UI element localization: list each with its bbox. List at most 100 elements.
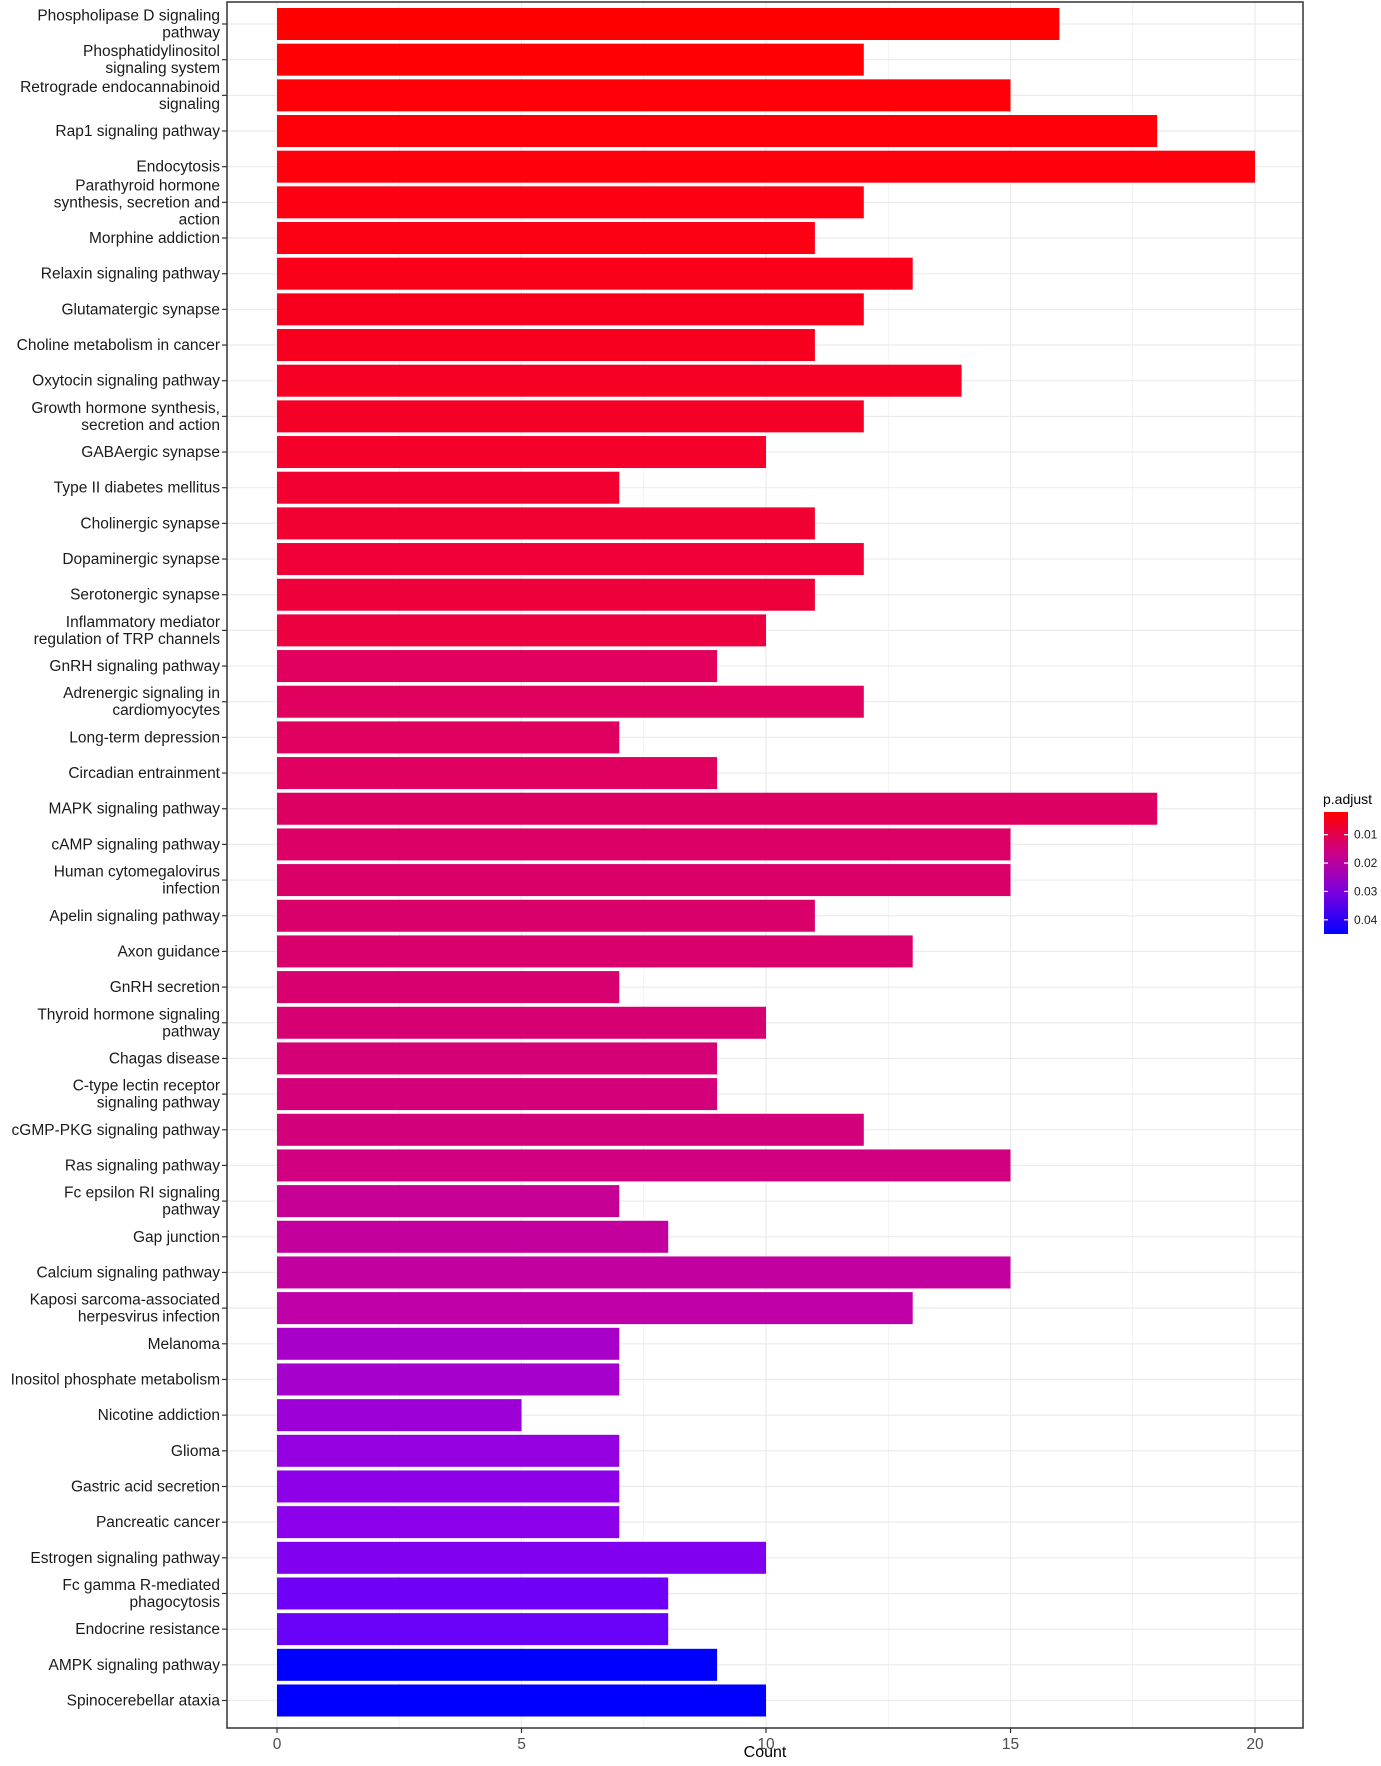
y-tick-label: Gastric acid secretion [71, 1478, 220, 1495]
y-tick-label: Inflammatory mediator [66, 614, 220, 631]
y-tick-label: pathway [162, 1023, 220, 1040]
y-tick-label: regulation of TRP channels [34, 631, 221, 648]
y-tick-label: Glutamatergic synapse [61, 301, 220, 318]
bar [277, 293, 864, 326]
bars [277, 8, 1255, 1717]
bar [277, 757, 718, 790]
y-tick-label: Gap junction [133, 1229, 220, 1246]
y-tick-label: signaling system [105, 60, 220, 77]
legend-tick-label: 0.02 [1354, 856, 1378, 870]
bar [277, 222, 815, 255]
y-tick-label: Inositol phosphate metabolism [11, 1371, 220, 1388]
bar [277, 186, 864, 219]
legend-colorbar [1324, 812, 1348, 934]
bar [277, 971, 620, 1004]
y-tick-label: Apelin signaling pathway [49, 908, 220, 925]
bar [277, 1256, 1011, 1289]
bar [277, 614, 766, 647]
bar [277, 471, 620, 504]
x-tick-label: 10 [757, 1736, 775, 1753]
y-tick-label: GABAergic synapse [81, 444, 220, 461]
bar [277, 1648, 718, 1681]
y-tick-label: Choline metabolism in cancer [17, 337, 220, 354]
y-tick-label: Chagas disease [109, 1050, 220, 1067]
y-tick-label: Rap1 signaling pathway [55, 123, 220, 140]
bar [277, 1684, 766, 1717]
y-tick-label: Endocytosis [136, 159, 220, 176]
bar [277, 828, 1011, 861]
y-tick-label: Nicotine addiction [98, 1407, 220, 1424]
bar [277, 1185, 620, 1218]
bar [277, 1220, 669, 1253]
y-tick-label: Serotonergic synapse [70, 587, 220, 604]
bar [277, 1470, 620, 1503]
bar [277, 1078, 718, 1111]
bar [277, 1113, 864, 1146]
y-tick-label: pathway [162, 25, 220, 42]
bar [277, 685, 864, 718]
y-tick-label: Relaxin signaling pathway [41, 266, 220, 283]
y-tick-label: Circadian entrainment [68, 765, 220, 782]
y-tick-label: Fc epsilon RI signaling [64, 1185, 220, 1202]
bar [277, 1434, 620, 1467]
y-tick-label: herpesvirus infection [78, 1309, 220, 1326]
y-tick-label: GnRH signaling pathway [49, 658, 220, 675]
bar [277, 257, 913, 290]
y-tick-label: Cholinergic synapse [80, 515, 220, 532]
y-tick-label: infection [162, 881, 220, 898]
bar [277, 1506, 620, 1539]
bar [277, 1577, 669, 1610]
y-tick-label: action [179, 211, 220, 228]
legend-tick-label: 0.03 [1354, 884, 1378, 898]
y-tick-label: Spinocerebellar ataxia [67, 1692, 221, 1709]
y-tick-label: synthesis, secretion and [54, 194, 220, 211]
bar [277, 43, 864, 76]
y-tick-label: Estrogen signaling pathway [30, 1550, 220, 1567]
bar [277, 578, 815, 611]
y-tick-label: Dopaminergic synapse [62, 551, 220, 568]
y-tick-label: C-type lectin receptor [73, 1078, 220, 1095]
plot-panel-border [226, 1, 1304, 1729]
bar [277, 792, 1158, 825]
y-tick-label: signaling [159, 96, 220, 113]
y-tick-label: Calcium signaling pathway [36, 1264, 220, 1281]
bar [277, 8, 1060, 40]
bar [277, 1149, 1011, 1182]
y-tick-label: signaling pathway [97, 1095, 220, 1112]
y-tick-label: Pancreatic cancer [96, 1514, 220, 1531]
bar [277, 1613, 669, 1646]
bar [277, 1541, 766, 1574]
bar [277, 329, 815, 362]
bar [277, 1363, 620, 1396]
legend-tick-label: 0.01 [1354, 828, 1378, 842]
x-tick-label: 0 [273, 1736, 282, 1753]
x-axis-ticks: 0 5 10 15 20 [273, 1728, 1264, 1753]
y-tick-label: Phospholipase D signaling [37, 8, 220, 25]
y-tick-label: cardiomyocytes [112, 702, 220, 719]
y-tick-label: phagocytosis [130, 1594, 221, 1611]
bar [277, 364, 962, 397]
bar [277, 1042, 718, 1075]
y-tick-label: Parathyroid hormone [75, 177, 220, 194]
x-tick-label: 20 [1246, 1736, 1264, 1753]
y-tick-label: cAMP signaling pathway [51, 836, 220, 853]
y-tick-label: Endocrine resistance [75, 1621, 220, 1638]
y-tick-label: Phosphatidylinositol [83, 43, 220, 60]
bar [277, 150, 1255, 183]
legend-title: p.adjust [1323, 791, 1372, 807]
bar [277, 1399, 522, 1432]
y-tick-label: Adrenergic signaling in [63, 685, 220, 702]
y-tick-label: Melanoma [148, 1336, 221, 1353]
bar [277, 115, 1158, 148]
bar [277, 400, 864, 433]
bar [277, 864, 1011, 897]
y-tick-label: Morphine addiction [89, 230, 220, 247]
x-tick-label: 5 [517, 1736, 526, 1753]
bar [277, 650, 718, 683]
y-tick-label: Ras signaling pathway [65, 1157, 220, 1174]
y-tick-label: Thyroid hormone signaling [37, 1006, 220, 1023]
bar [277, 543, 864, 576]
y-tick-label: GnRH secretion [110, 979, 220, 996]
y-tick-label: pathway [162, 1202, 220, 1219]
